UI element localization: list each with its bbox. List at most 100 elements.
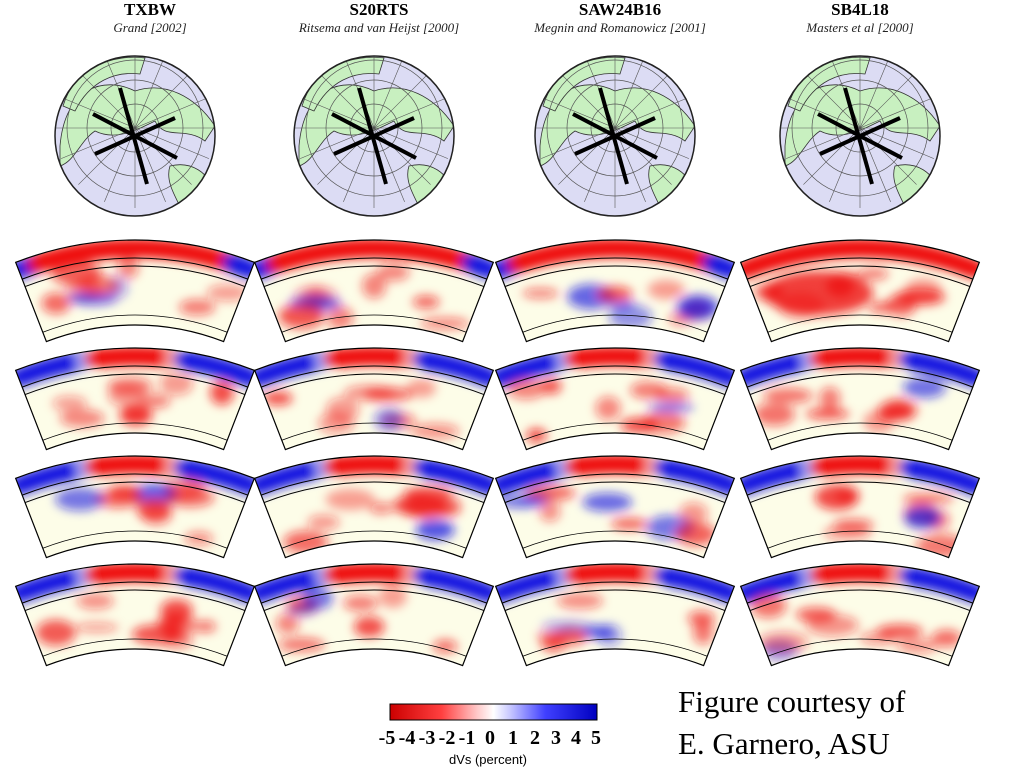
dpp-boundary	[42, 314, 228, 333]
anomaly-blob	[278, 637, 325, 652]
model-header-2: S20RTS Ritsema and van Heijst [2000]	[259, 0, 499, 35]
anomaly-blob	[406, 379, 436, 398]
discontinuity-410	[501, 257, 729, 280]
land-mass	[893, 164, 940, 216]
anomaly-blob	[231, 581, 255, 603]
profile-paths	[572, 87, 658, 185]
anomaly-blob	[374, 407, 404, 432]
profile-paths	[92, 87, 178, 185]
anomaly-blob	[496, 496, 546, 508]
globe-row	[54, 55, 941, 217]
anomaly-blob	[52, 395, 87, 412]
model-title: SAW24B16	[578, 0, 662, 19]
anomaly-blob	[902, 493, 954, 504]
discontinuity-660	[504, 373, 726, 396]
anomaly-blob	[904, 278, 942, 303]
anomaly-blob	[806, 614, 859, 637]
globe-outline	[779, 55, 941, 217]
profile-paths	[817, 87, 903, 185]
anomaly-layer	[495, 240, 735, 330]
globe-outline	[54, 55, 216, 217]
model-reference: Masters et al [2000]	[806, 20, 914, 35]
anomaly-blob	[194, 620, 217, 633]
anomaly-blob	[263, 391, 293, 406]
anomaly-blob	[470, 473, 494, 495]
dpp-boundary	[281, 314, 467, 333]
anomaly-blob	[325, 489, 376, 511]
section-outline	[739, 239, 981, 343]
cross-section	[739, 347, 981, 451]
model-reference: Grand [2002]	[113, 20, 187, 35]
anomaly-blob	[506, 378, 547, 400]
anomaly-layer	[740, 348, 980, 433]
globe-outline	[534, 55, 696, 217]
anomaly-blob	[526, 485, 576, 501]
anomaly-blob	[165, 488, 215, 508]
discontinuity-410	[746, 581, 974, 604]
dpp-boundary	[522, 638, 708, 657]
anomaly-blob	[136, 497, 172, 521]
section-outline	[494, 563, 736, 667]
profile-path	[819, 116, 901, 156]
discontinuity-660	[24, 265, 246, 288]
anomaly-blob	[679, 502, 708, 525]
anomaly-blob	[541, 620, 593, 633]
cross-section-grid	[14, 239, 981, 667]
cross-section	[494, 239, 736, 343]
mantle-background	[740, 348, 980, 450]
cross-section	[739, 563, 981, 667]
anomaly-blob	[327, 306, 354, 330]
colorbar-tick: -4	[398, 727, 416, 749]
anomaly-layer	[495, 455, 735, 546]
colorbar-tick: -1	[458, 727, 476, 749]
section-outline	[494, 455, 736, 559]
discontinuity-410	[260, 365, 488, 388]
discontinuity-660	[263, 589, 485, 612]
discontinuity-660	[504, 481, 726, 504]
cross-section	[253, 455, 495, 559]
anomaly-layer	[740, 564, 980, 661]
anomaly-blob	[859, 267, 889, 281]
discontinuity-410	[746, 365, 974, 388]
section-outline	[253, 455, 495, 559]
anomaly-blob	[276, 613, 300, 634]
anomaly-blob	[711, 257, 735, 279]
anomaly-blob	[711, 365, 735, 387]
anomaly-blob	[307, 514, 340, 530]
anomaly-blob	[539, 500, 561, 522]
anomaly-layer	[15, 348, 255, 428]
section-outline	[253, 239, 495, 343]
anomaly-blob	[687, 610, 715, 627]
anomaly-blob	[377, 263, 410, 281]
discontinuity-660	[504, 265, 726, 288]
anomaly-blob	[647, 402, 695, 413]
meridian-line	[540, 97, 690, 159]
colorbar-tick: 2	[530, 727, 540, 749]
section-outline	[253, 563, 495, 667]
profile-paths	[331, 87, 417, 185]
anomaly-blob	[763, 388, 813, 404]
dpp-boundary	[42, 530, 228, 549]
anomaly-layer	[15, 563, 255, 649]
anomaly-blob	[318, 412, 355, 434]
anomaly-layer	[495, 348, 735, 443]
anomaly-blob	[231, 257, 255, 279]
anomaly-blob	[470, 581, 494, 603]
land-mass	[407, 164, 454, 216]
anomaly-blob	[956, 581, 980, 603]
anomaly-blob	[344, 385, 395, 401]
globe-outline	[293, 55, 455, 217]
discontinuity-660	[24, 481, 246, 504]
discontinuity-660	[749, 589, 971, 612]
colorbar-gradient	[389, 703, 598, 721]
anomaly-blob	[353, 616, 385, 638]
discontinuity-660	[24, 373, 246, 396]
anomaly-blob	[55, 487, 105, 511]
discontinuity-410	[501, 365, 729, 388]
anomaly-blob	[67, 292, 117, 305]
anomaly-blob	[863, 410, 895, 433]
discontinuity-410	[21, 365, 249, 388]
anomaly-blob	[859, 631, 898, 645]
discontinuity-410	[260, 473, 488, 496]
model-header-3: SAW24B16 Megnin and Romanowicz [2001]	[500, 0, 740, 35]
